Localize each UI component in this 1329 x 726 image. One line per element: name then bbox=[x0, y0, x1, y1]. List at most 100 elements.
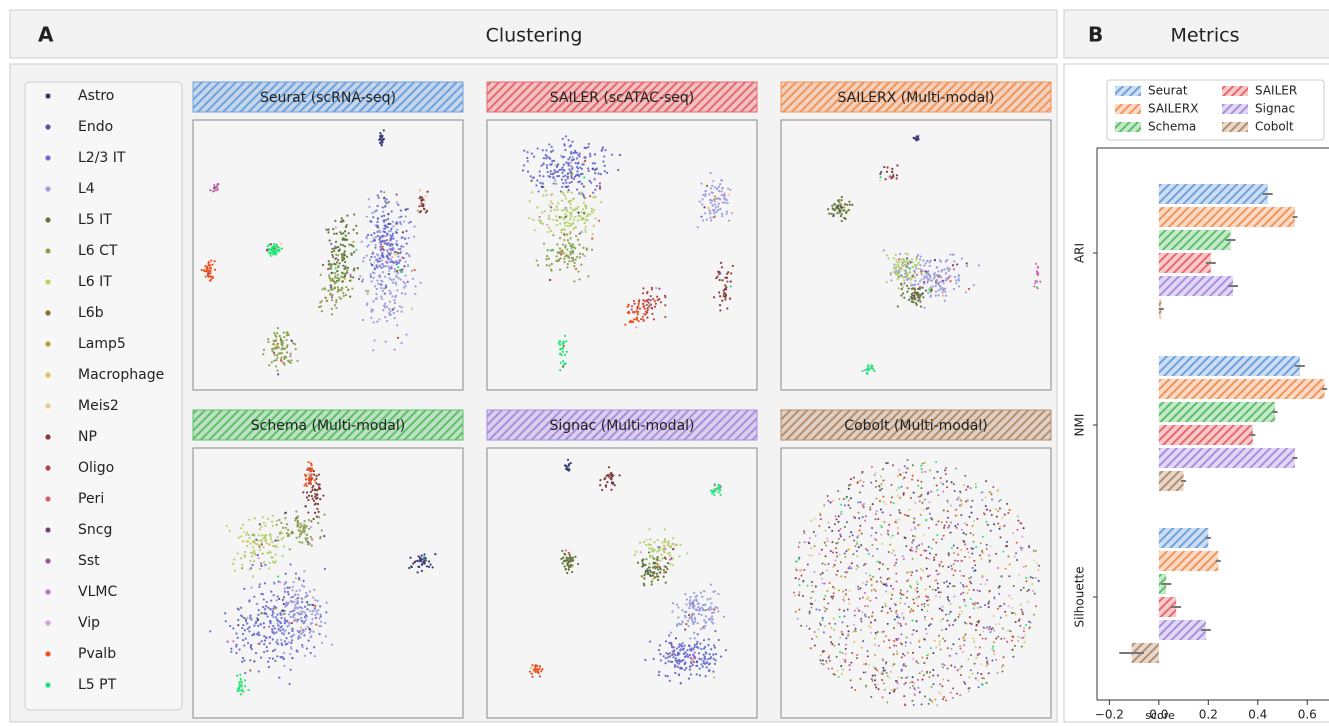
umap-point bbox=[870, 678, 873, 681]
umap-point bbox=[653, 300, 657, 303]
umap-point bbox=[656, 563, 659, 566]
umap-point bbox=[404, 285, 407, 288]
umap-point bbox=[598, 187, 602, 190]
umap-point bbox=[279, 530, 282, 533]
umap-point bbox=[922, 569, 925, 572]
umap-point bbox=[395, 222, 398, 225]
umap-point bbox=[868, 664, 871, 667]
umap-point bbox=[954, 525, 957, 528]
umap-point bbox=[652, 298, 655, 301]
umap-point bbox=[262, 606, 265, 609]
umap-point bbox=[289, 352, 292, 355]
umap-point bbox=[969, 576, 972, 579]
umap-point bbox=[603, 164, 606, 167]
umap-point bbox=[966, 547, 969, 550]
umap-point bbox=[299, 629, 302, 632]
umap-point bbox=[921, 656, 924, 659]
umap-point bbox=[917, 479, 920, 482]
umap-point bbox=[731, 264, 734, 268]
umap-point bbox=[266, 245, 269, 248]
umap-point bbox=[955, 282, 958, 285]
embedding-points bbox=[528, 458, 727, 685]
umap-point bbox=[310, 473, 313, 476]
umap-point bbox=[888, 639, 891, 642]
umap-point bbox=[306, 543, 310, 546]
umap-point bbox=[213, 190, 216, 193]
umap-point bbox=[985, 543, 988, 546]
umap-point bbox=[384, 218, 387, 222]
umap-point bbox=[906, 590, 909, 593]
umap-point bbox=[948, 599, 951, 602]
umap-point bbox=[997, 522, 1000, 525]
umap-point bbox=[707, 657, 710, 661]
umap-point bbox=[285, 346, 289, 349]
umap-point bbox=[921, 462, 924, 465]
panel-title: Metrics bbox=[1171, 25, 1240, 47]
umap-point bbox=[708, 608, 711, 612]
umap-point bbox=[840, 206, 843, 209]
umap-point bbox=[1021, 535, 1024, 538]
umap-point bbox=[825, 608, 828, 611]
umap-point bbox=[798, 608, 801, 611]
umap-point bbox=[332, 249, 336, 253]
umap-point bbox=[883, 682, 886, 685]
umap-point bbox=[224, 612, 227, 615]
umap-point bbox=[654, 302, 658, 305]
embedding-title: Schema (Multi-modal) bbox=[251, 418, 406, 434]
umap-point bbox=[814, 634, 817, 637]
umap-point bbox=[331, 247, 334, 250]
umap-point bbox=[818, 552, 821, 555]
umap-point bbox=[964, 621, 967, 624]
umap-point bbox=[704, 621, 707, 624]
umap-point bbox=[397, 277, 400, 280]
umap-point bbox=[356, 267, 359, 270]
umap-point bbox=[526, 160, 529, 163]
umap-point bbox=[342, 252, 346, 255]
umap-point bbox=[886, 611, 889, 614]
legend-dot bbox=[45, 124, 51, 130]
umap-point bbox=[244, 671, 247, 675]
umap-point bbox=[840, 513, 843, 516]
umap-point bbox=[283, 587, 286, 590]
umap-point bbox=[1012, 532, 1015, 535]
umap-point bbox=[726, 202, 729, 205]
umap-point bbox=[321, 288, 324, 291]
umap-point bbox=[606, 171, 609, 174]
umap-point bbox=[361, 278, 365, 281]
umap-point bbox=[852, 623, 855, 626]
umap-point bbox=[886, 461, 889, 464]
umap-point bbox=[866, 650, 869, 653]
umap-point bbox=[704, 195, 707, 198]
umap-point bbox=[241, 626, 244, 630]
umap-point bbox=[657, 568, 660, 571]
umap-point bbox=[945, 580, 948, 583]
umap-point bbox=[836, 669, 839, 672]
umap-point bbox=[283, 363, 286, 366]
umap-point bbox=[336, 273, 340, 276]
umap-point bbox=[383, 292, 386, 295]
umap-point bbox=[235, 645, 238, 648]
umap-point bbox=[668, 655, 672, 658]
umap-point bbox=[963, 644, 966, 647]
umap-point bbox=[302, 621, 305, 624]
umap-point bbox=[941, 286, 944, 289]
umap-point bbox=[946, 258, 949, 262]
umap-point bbox=[933, 477, 936, 480]
umap-point bbox=[927, 507, 930, 510]
umap-point bbox=[886, 529, 889, 532]
umap-point bbox=[712, 490, 716, 493]
umap-point bbox=[872, 575, 875, 578]
umap-point bbox=[540, 670, 543, 673]
umap-point bbox=[813, 517, 816, 520]
umap-point bbox=[952, 574, 955, 577]
umap-point bbox=[825, 569, 828, 572]
umap-point bbox=[939, 481, 942, 484]
umap-point bbox=[1019, 624, 1022, 627]
umap-point bbox=[873, 637, 876, 640]
embedding-title-box bbox=[780, 81, 1052, 113]
umap-point bbox=[299, 617, 303, 620]
umap-point bbox=[712, 622, 715, 625]
umap-point bbox=[256, 602, 259, 605]
umap-point bbox=[916, 678, 919, 681]
umap-point bbox=[957, 496, 960, 499]
